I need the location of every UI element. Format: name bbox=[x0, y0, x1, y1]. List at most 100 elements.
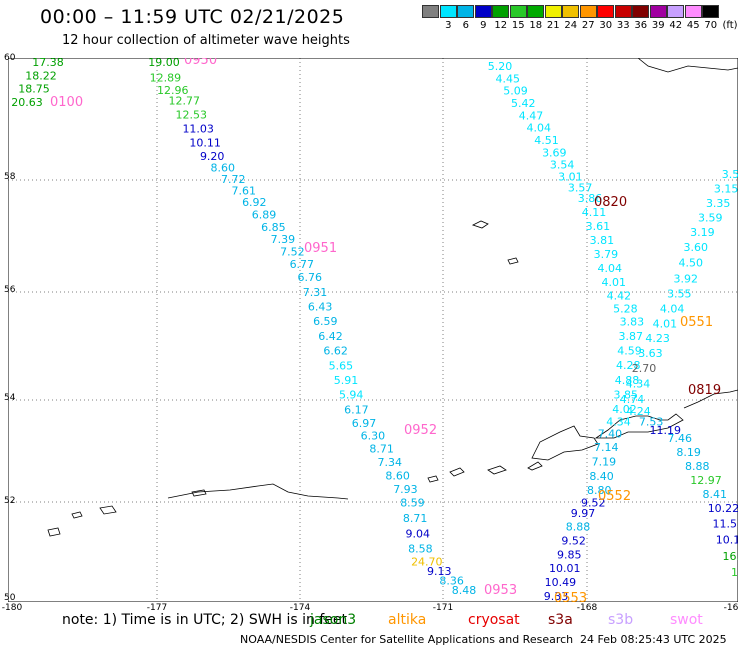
scale-label: 3 bbox=[445, 20, 452, 31]
lon-label: -174 bbox=[289, 603, 311, 613]
island bbox=[427, 475, 439, 483]
wave-height-label: 8.48 bbox=[452, 584, 477, 597]
wave-height-label: 3.01 bbox=[558, 171, 583, 184]
wave-height-label: 2.70 bbox=[632, 362, 657, 375]
wave-height-label: 5.42 bbox=[511, 97, 536, 110]
wave-height-label: 12.97 bbox=[690, 474, 722, 487]
wave-height-label: 7.14 bbox=[594, 441, 619, 454]
coastline bbox=[47, 58, 738, 537]
lon-label: -180 bbox=[1, 603, 23, 613]
scale-bin: 33 bbox=[614, 5, 633, 32]
wave-height-label: 6.30 bbox=[361, 430, 386, 443]
pribilof-island bbox=[507, 257, 519, 265]
wave-height-label: 9.13 bbox=[427, 565, 452, 578]
wave-height-label: 3.54 bbox=[550, 159, 575, 172]
umnak-island bbox=[531, 425, 599, 461]
scale-bin: 12 bbox=[492, 5, 510, 32]
wave-height-label: 3.85 bbox=[613, 388, 638, 401]
wave-height-label: 7.31 bbox=[303, 286, 328, 299]
lat-label: 56 bbox=[4, 285, 16, 295]
scale-label: 21 bbox=[546, 20, 560, 31]
wave-height-label: 6.43 bbox=[308, 300, 333, 313]
scale-swatch bbox=[597, 5, 615, 18]
scale-label: 36 bbox=[634, 20, 648, 31]
scale-swatch bbox=[492, 5, 510, 18]
island bbox=[449, 467, 465, 477]
scale-bin: 27 bbox=[579, 5, 598, 32]
scale-bin: 42 bbox=[667, 5, 685, 32]
wave-height-label: 16.8 bbox=[723, 550, 738, 563]
scale-swatch bbox=[667, 5, 685, 18]
wave-height-label: 10.22 bbox=[708, 502, 738, 515]
wave-height-label: 11.55 bbox=[713, 517, 738, 530]
pass-time-label: 0819 bbox=[688, 383, 721, 398]
scale-swatch bbox=[649, 5, 667, 18]
wave-height-label: 8.59 bbox=[400, 497, 425, 510]
pass-time-label: 0552 bbox=[598, 489, 631, 504]
pass-time-label: 0952 bbox=[404, 423, 437, 438]
scale-bin: 45 bbox=[684, 5, 703, 32]
wave-height-label: 3.55 bbox=[667, 288, 692, 301]
scale-label: 42 bbox=[669, 20, 683, 31]
pass-labels: 0100 0950 0951 0952 0953 0820 0819 0551 0552 0553 bbox=[50, 58, 721, 602]
lat-label: 50 bbox=[4, 593, 16, 603]
wave-height-label: 7.93 bbox=[393, 483, 418, 496]
wave-height-label: 4.47 bbox=[519, 109, 544, 122]
wave-height-label: 3.63 bbox=[638, 347, 663, 360]
wave-height-label: 9.20 bbox=[200, 150, 225, 163]
wave-height-label: 7.19 bbox=[592, 455, 617, 468]
wave-height-label: 9.52 bbox=[561, 534, 586, 547]
wave-height-label: 6.97 bbox=[352, 417, 377, 430]
wave-height-label: 3.92 bbox=[674, 272, 699, 285]
wave-height-label: 4.51 bbox=[534, 134, 559, 147]
wave-height-label: 3.35 bbox=[706, 197, 731, 210]
legend-altika: altika bbox=[388, 612, 427, 628]
wave-height-label: 3.15 bbox=[714, 182, 738, 195]
wave-height-label: 4.34 bbox=[606, 416, 631, 429]
scale-swatch bbox=[684, 5, 702, 18]
pass-time-label: 0951 bbox=[304, 241, 337, 256]
color-scale: 3 6 9 12 15 18 21 24 27 30 33 36 39 42 45 70 (ft) bbox=[422, 5, 738, 32]
wave-height-label: 11.19 bbox=[650, 424, 682, 437]
wave-track: 5.204.455.095.424.474.044.513.693.543.01… bbox=[488, 60, 644, 602]
island bbox=[527, 461, 543, 471]
scale-label: 12 bbox=[494, 20, 508, 31]
page-subtitle: 12 hour collection of altimeter wave hei… bbox=[62, 33, 350, 48]
legend-s3a: s3a bbox=[548, 612, 573, 628]
scale-bin: 36 bbox=[632, 5, 650, 32]
wave-height-label: 4.88 bbox=[615, 374, 640, 387]
scale-label: 9 bbox=[480, 20, 487, 31]
wave-height-label: 4.28 bbox=[616, 359, 641, 372]
aleutian-chain bbox=[167, 483, 349, 500]
scale-label: 15 bbox=[511, 20, 525, 31]
wave-height-label: 6.59 bbox=[313, 315, 338, 328]
wave-height-label: 5.91 bbox=[334, 374, 359, 387]
pribilof-island bbox=[471, 220, 489, 229]
wave-height-label: 4.42 bbox=[607, 290, 632, 303]
scale-bin: 21 bbox=[544, 5, 563, 32]
scale-label: 39 bbox=[651, 20, 665, 31]
lat-label: 52 bbox=[4, 496, 16, 506]
wave-height-label: 6.77 bbox=[290, 258, 315, 271]
wave-height-label: 3.79 bbox=[594, 248, 619, 261]
wave-height-label: 6.62 bbox=[323, 345, 348, 358]
wave-track: 3.563.15 3.353.59 3.19 3.60 4.50 3.92 3.554.04… bbox=[620, 168, 738, 579]
scale-swatch bbox=[422, 5, 440, 18]
island bbox=[99, 505, 117, 515]
scale-swatch bbox=[527, 5, 545, 18]
wave-height-label: 13 bbox=[731, 566, 738, 579]
wave-height-label: 4.59 bbox=[617, 345, 642, 358]
wave-height-label: 9.52 bbox=[581, 497, 606, 510]
scale-bin: 6 bbox=[457, 5, 475, 32]
wave-height-label: 6.89 bbox=[252, 208, 277, 221]
wave-height-label: 4.11 bbox=[582, 206, 607, 219]
wave-height-label: 5.28 bbox=[613, 303, 638, 316]
wave-height-label: 10.11 bbox=[189, 136, 221, 149]
wave-height-label: 3.86 bbox=[578, 192, 603, 205]
pass-time-label: 0950 bbox=[184, 58, 217, 68]
wave-height-label: 3.81 bbox=[590, 234, 615, 247]
wave-height-label: 4.24 bbox=[626, 405, 651, 418]
wave-height-label: 12.89 bbox=[150, 72, 182, 85]
wave-height-label: 5.09 bbox=[503, 85, 528, 98]
lat-label: 58 bbox=[4, 172, 16, 182]
